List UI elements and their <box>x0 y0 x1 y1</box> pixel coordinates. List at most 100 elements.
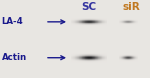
Bar <box>71 54 72 55</box>
Bar <box>75 54 76 55</box>
Bar <box>95 18 96 19</box>
Bar <box>104 59 105 60</box>
Bar <box>82 60 83 61</box>
Bar <box>71 62 72 63</box>
Bar <box>130 19 131 20</box>
Bar <box>89 23 90 24</box>
Bar <box>81 24 82 25</box>
Bar <box>101 59 102 60</box>
Bar <box>87 59 88 60</box>
Bar <box>134 57 135 58</box>
Bar <box>132 20 133 21</box>
Bar <box>74 53 75 54</box>
Bar <box>118 23 119 24</box>
Bar <box>96 59 97 60</box>
Bar <box>128 21 129 22</box>
Bar <box>73 21 74 22</box>
Bar <box>71 60 72 61</box>
Bar <box>133 20 134 21</box>
Bar <box>133 55 134 56</box>
Bar <box>122 57 123 58</box>
Bar <box>103 20 104 21</box>
Bar <box>86 25 87 26</box>
Bar <box>105 19 106 20</box>
Bar <box>76 59 77 60</box>
Bar <box>134 54 135 55</box>
Bar <box>81 21 82 22</box>
Bar <box>92 19 93 20</box>
Bar <box>72 22 73 23</box>
Bar <box>106 59 107 60</box>
Bar <box>97 24 98 25</box>
Bar <box>81 56 82 57</box>
Bar <box>82 25 83 26</box>
Bar <box>97 25 98 26</box>
Bar <box>101 24 102 25</box>
Bar <box>89 53 90 54</box>
Bar <box>86 58 87 59</box>
Bar <box>134 20 135 21</box>
Bar <box>132 60 133 61</box>
Bar <box>128 58 129 59</box>
Bar <box>98 56 99 57</box>
Bar <box>131 21 132 22</box>
Bar <box>105 60 106 61</box>
Bar <box>84 56 85 57</box>
Bar <box>121 21 122 22</box>
Bar <box>119 54 120 55</box>
Bar <box>73 56 74 57</box>
Bar <box>71 19 72 20</box>
Bar <box>87 22 88 23</box>
Bar <box>87 54 88 55</box>
Bar <box>134 19 135 20</box>
Bar <box>86 19 87 20</box>
Bar <box>73 54 74 55</box>
Bar <box>76 60 77 61</box>
Bar <box>93 55 94 56</box>
Bar <box>72 25 73 26</box>
Bar <box>84 59 85 60</box>
Bar <box>125 61 126 62</box>
Bar <box>72 23 73 24</box>
Bar <box>74 56 75 57</box>
Bar <box>100 56 101 57</box>
Bar <box>119 22 120 23</box>
Bar <box>129 61 130 62</box>
Bar <box>131 57 132 58</box>
Bar <box>80 24 81 25</box>
Bar <box>83 56 84 57</box>
Bar <box>75 60 76 61</box>
Bar <box>84 54 85 55</box>
Bar <box>93 18 94 19</box>
Bar <box>137 20 138 21</box>
Bar <box>95 20 96 21</box>
Bar <box>124 23 125 24</box>
Bar <box>122 61 123 62</box>
Bar <box>106 56 107 57</box>
Bar <box>73 23 74 24</box>
Bar <box>123 55 124 56</box>
Bar <box>98 62 99 63</box>
Bar <box>132 61 133 62</box>
Bar <box>93 57 94 58</box>
Bar <box>120 56 121 57</box>
Bar <box>96 19 97 20</box>
Bar <box>105 58 106 59</box>
Bar <box>137 60 138 61</box>
Bar <box>84 18 85 19</box>
Bar <box>99 22 100 23</box>
Bar <box>105 20 106 21</box>
Bar <box>86 22 87 23</box>
Bar <box>99 56 100 57</box>
Bar <box>120 20 121 21</box>
Bar <box>103 61 104 62</box>
Bar <box>127 58 128 59</box>
Bar <box>77 22 78 23</box>
Bar <box>94 21 95 22</box>
Bar <box>89 22 90 23</box>
Bar <box>96 57 97 58</box>
Bar <box>74 24 75 25</box>
Text: siR: siR <box>122 2 140 12</box>
Bar <box>79 19 80 20</box>
Bar <box>84 20 85 21</box>
